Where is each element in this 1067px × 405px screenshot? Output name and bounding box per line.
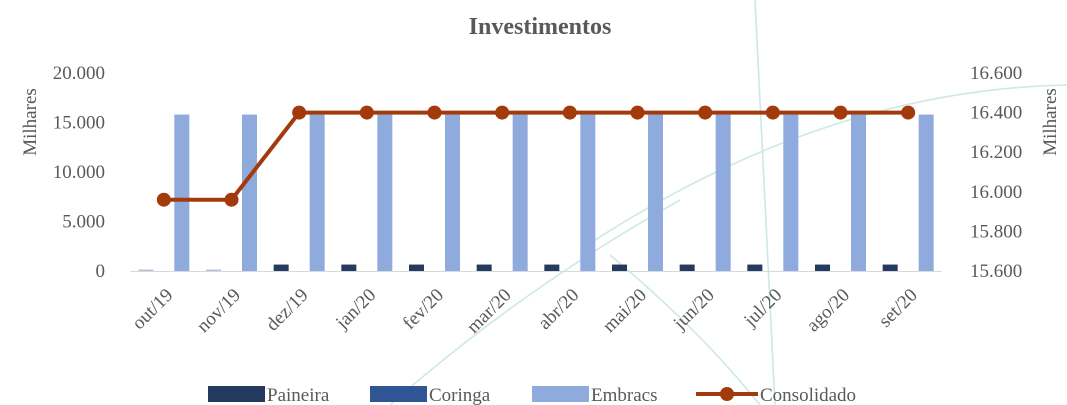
chart-title: Investimentos <box>469 14 612 40</box>
y-right-tick-label: 16.600 <box>970 63 1022 84</box>
legend: Paineira Coringa Embracs Consolidado <box>208 385 856 405</box>
legend-label-paineira: Paineira <box>267 385 330 405</box>
x-axis-ticks: out/19 nov/19 dez/19 jan/20 fev/20 mar/20 abr/… <box>128 285 922 338</box>
point-consolidado-mai-20 <box>630 105 645 120</box>
bar-embracs-jul-20 <box>783 114 799 271</box>
y-right-tick-label: 16.000 <box>970 182 1022 203</box>
legend-swatch-coringa <box>370 386 427 402</box>
bar-embracs-out-19 <box>174 114 190 271</box>
bar-paineira-set-20 <box>882 264 898 271</box>
point-consolidado-nov-19 <box>224 192 239 207</box>
x-tick-label-fev-20: fev/20 <box>399 285 448 334</box>
point-consolidado-jul-20 <box>765 105 780 120</box>
bar-embracs-mai-20 <box>648 114 663 271</box>
x-tick-label-jun-20: jun/20 <box>669 285 719 335</box>
x-tick-label-dez-19: dez/19 <box>262 285 313 336</box>
x-tick-label-set-20: set/20 <box>875 285 922 332</box>
y-left-tick-label: 0 <box>96 261 106 282</box>
bar-embracs-fev-20 <box>445 114 460 271</box>
bar-embracs-jan-20 <box>377 114 393 271</box>
legend-label-embracs: Embracs <box>591 385 657 405</box>
x-tick-label-jul-20: jul/20 <box>739 285 786 332</box>
background-arc-4 <box>609 254 761 405</box>
point-consolidado-abr-20 <box>562 105 577 120</box>
point-consolidado-fev-20 <box>427 105 442 120</box>
y-left-tick-label: 5.000 <box>62 212 105 233</box>
y-axis-left-ticks: 0 5.000 10.000 15.000 20.000 <box>53 63 105 282</box>
bar-paineira-mar-20 <box>476 264 492 271</box>
background-decoration <box>389 0 1067 405</box>
bar-paineira-jun-20 <box>679 264 695 271</box>
y-axis-left-title: Milhares <box>20 88 41 156</box>
y-left-tick-label: 20.000 <box>53 63 105 84</box>
bar-paineira-out-19 <box>138 269 154 271</box>
legend-swatch-paineira <box>208 386 265 402</box>
y-right-tick-label: 16.200 <box>970 142 1022 163</box>
bar-paineira-mai-20 <box>612 264 627 271</box>
point-consolidado-jun-20 <box>698 105 713 120</box>
point-consolidado-jan-20 <box>359 105 374 120</box>
x-tick-label-abr-20: abr/20 <box>534 285 583 334</box>
legend-label-coringa: Coringa <box>429 385 491 405</box>
x-tick-label-ago-20: ago/20 <box>803 285 854 336</box>
bar-paineira-jan-20 <box>341 264 357 271</box>
bar-paineira-dez-19 <box>273 264 289 271</box>
legend-label-consolidado: Consolidado <box>760 385 856 405</box>
x-tick-label-out-19: out/19 <box>128 285 177 334</box>
legend-swatch-embracs <box>532 386 589 402</box>
x-tick-label-nov-19: nov/19 <box>193 285 245 337</box>
line-consolidado <box>163 110 909 202</box>
bar-embracs-nov-19 <box>242 114 257 271</box>
y-right-tick-label: 16.400 <box>970 103 1022 124</box>
legend-marker-consolidado <box>720 387 734 401</box>
bar-marks <box>138 114 934 271</box>
bar-paineira-jul-20 <box>747 264 763 271</box>
point-consolidado-ago-20 <box>833 105 848 120</box>
bar-paineira-abr-20 <box>544 264 560 271</box>
bar-embracs-set-20 <box>918 114 934 271</box>
y-left-tick-label: 15.000 <box>53 113 105 134</box>
line-marks <box>156 105 916 207</box>
background-line-3 <box>754 0 776 405</box>
bar-embracs-jun-20 <box>715 114 731 271</box>
bar-paineira-fev-20 <box>409 264 424 271</box>
x-tick-label-jan-20: jan/20 <box>331 285 380 334</box>
background-arc-1 <box>579 84 1067 251</box>
x-tick-label-mai-20: mai/20 <box>599 285 651 337</box>
bar-embracs-dez-19 <box>309 114 325 271</box>
bar-embracs-ago-20 <box>851 114 866 271</box>
point-consolidado-mar-20 <box>495 105 510 120</box>
bar-paineira-ago-20 <box>815 264 830 271</box>
y-axis-right-title: Milhares <box>1040 88 1061 156</box>
background-arc-2 <box>389 199 681 405</box>
y-right-tick-label: 15.800 <box>970 221 1022 242</box>
point-consolidado-out-19 <box>156 192 171 207</box>
y-left-tick-label: 10.000 <box>53 162 105 183</box>
y-right-tick-label: 15.600 <box>970 261 1022 282</box>
bar-embracs-mar-20 <box>512 114 528 271</box>
y-axis-right-ticks: 15.600 15.800 16.000 16.200 16.400 16.600 <box>970 63 1022 282</box>
point-consolidado-dez-19 <box>292 105 307 120</box>
bar-paineira-nov-19 <box>206 269 221 271</box>
point-consolidado-set-20 <box>901 105 916 120</box>
bar-embracs-abr-20 <box>580 114 596 271</box>
